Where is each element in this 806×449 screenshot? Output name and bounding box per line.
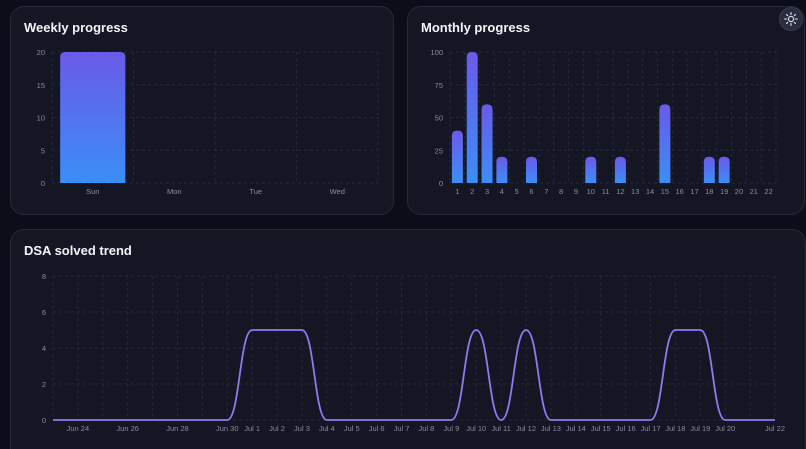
- monthly-progress-title: Monthly progress: [421, 20, 531, 35]
- trend-y-tick-label: 0: [42, 416, 46, 425]
- dsa-trend-chart: 0 2 4 6 8 Jun 24 Jun 26 Jun 28 Jun 30 Jul 1 Jul 2 J…: [42, 272, 785, 433]
- sun-icon: [784, 12, 798, 26]
- monthly-bar[interactable]: [585, 156, 597, 183]
- monthly-x-tick-label: 3: [485, 187, 489, 196]
- weekly-progress-title: Weekly progress: [24, 20, 128, 35]
- weekly-x-tick-label: Sun: [86, 187, 99, 196]
- monthly-bar[interactable]: [703, 156, 715, 183]
- weekly-x-tick-label: Mon: [167, 187, 182, 196]
- weekly-y-tick-label: 5: [41, 146, 45, 155]
- dsa-trend-card: DSA solved trend 0 2 4 6 8 Jun 24 Jun 26 Jun 28…: [10, 229, 806, 449]
- weekly-x-tick-label: Wed: [330, 187, 345, 196]
- weekly-y-tick-label: 10: [37, 114, 45, 123]
- trend-series-line[interactable]: [52, 329, 775, 421]
- monthly-y-tick-label: 50: [435, 114, 443, 123]
- monthly-x-tick-label: 11: [602, 187, 610, 196]
- trend-x-tick-label: Jul 17: [641, 424, 661, 433]
- dsa-trend-title: DSA solved trend: [24, 243, 132, 258]
- monthly-y-tick-label: 100: [430, 48, 443, 57]
- monthly-x-tick-label: 16: [676, 187, 684, 196]
- monthly-x-tick-label: 7: [544, 187, 548, 196]
- monthly-x-tick-label: 6: [529, 187, 533, 196]
- trend-x-tick-label: Jul 18: [665, 424, 685, 433]
- monthly-bar[interactable]: [659, 104, 671, 183]
- monthly-x-tick-label: 17: [690, 187, 698, 196]
- monthly-progress-card: Monthly progress 0 25 50 75 100 1 2 3 4 5 6 7 8 9 10 11…: [407, 6, 805, 215]
- trend-y-tick-label: 8: [42, 272, 46, 281]
- theme-toggle-button[interactable]: [779, 7, 803, 31]
- trend-x-tick-label: Jun 30: [216, 424, 239, 433]
- trend-x-tick-label: Jul 7: [394, 424, 410, 433]
- monthly-bar[interactable]: [614, 156, 626, 183]
- monthly-y-tick-label: 25: [435, 146, 443, 155]
- monthly-x-tick-label: 8: [559, 187, 563, 196]
- monthly-bar[interactable]: [481, 104, 493, 183]
- monthly-x-tick-label: 4: [500, 187, 504, 196]
- trend-x-tick-label: Jul 9: [443, 424, 459, 433]
- monthly-y-tick-label: 0: [439, 179, 443, 188]
- monthly-bar[interactable]: [496, 156, 508, 183]
- trend-x-tick-label: Jul 3: [294, 424, 310, 433]
- trend-x-tick-label: Jun 26: [116, 424, 139, 433]
- monthly-x-tick-label: 10: [587, 187, 595, 196]
- monthly-x-tick-label: 2: [470, 187, 474, 196]
- monthly-x-tick-label: 22: [764, 187, 772, 196]
- weekly-y-tick-label: 0: [41, 179, 45, 188]
- trend-x-tick-label: Jul 10: [466, 424, 486, 433]
- weekly-y-tick-label: 15: [37, 81, 45, 90]
- monthly-x-tick-label: 18: [705, 187, 713, 196]
- monthly-x-tick-label: 21: [750, 187, 758, 196]
- weekly-y-tick-label: 20: [37, 48, 45, 57]
- trend-x-tick-label: Jul 2: [269, 424, 285, 433]
- trend-x-tick-label: Jul 15: [591, 424, 611, 433]
- monthly-y-tick-label: 75: [435, 81, 443, 90]
- trend-x-tick-label: Jun 28: [166, 424, 189, 433]
- trend-y-tick-label: 2: [42, 380, 46, 389]
- trend-y-tick-label: 4: [42, 344, 46, 353]
- trend-x-tick-label: Jul 4: [319, 424, 335, 433]
- trend-x-tick-label: Jul 13: [541, 424, 561, 433]
- monthly-x-tick-label: 14: [646, 187, 654, 196]
- trend-x-tick-label: Jul 22: [765, 424, 785, 433]
- monthly-x-tick-label: 19: [720, 187, 728, 196]
- weekly-bar[interactable]: [60, 52, 126, 183]
- trend-x-tick-label: Jul 14: [566, 424, 586, 433]
- weekly-progress-chart: 0 5 10 15 20 Sun Mon Tue Wed: [37, 48, 379, 196]
- monthly-x-tick-label: 1: [455, 187, 459, 196]
- monthly-x-tick-label: 9: [574, 187, 578, 196]
- monthly-x-tick-label: 20: [735, 187, 743, 196]
- trend-x-tick-label: Jul 20: [715, 424, 735, 433]
- trend-x-tick-label: Jun 24: [67, 424, 90, 433]
- monthly-x-tick-label: 12: [616, 187, 624, 196]
- trend-y-tick-label: 6: [42, 308, 46, 317]
- weekly-progress-card: Weekly progress 0 5 10 15 20 Sun Mon Tue Wed: [10, 6, 394, 215]
- trend-x-tick-label: Jul 6: [369, 424, 385, 433]
- monthly-x-tick-label: 15: [661, 187, 669, 196]
- weekly-x-tick-label: Tue: [249, 187, 262, 196]
- trend-x-tick-label: Jul 16: [616, 424, 636, 433]
- monthly-bar[interactable]: [526, 156, 537, 183]
- monthly-bar[interactable]: [718, 156, 730, 183]
- trend-x-tick-label: Jul 8: [419, 424, 435, 433]
- monthly-bar[interactable]: [451, 130, 463, 183]
- trend-x-tick-label: Jul 12: [516, 424, 536, 433]
- trend-x-tick-label: Jul 11: [491, 424, 510, 433]
- trend-x-tick-label: Jul 19: [690, 424, 710, 433]
- monthly-bar[interactable]: [466, 52, 478, 183]
- monthly-x-tick-label: 13: [631, 187, 639, 196]
- trend-x-tick-label: Jul 5: [344, 424, 360, 433]
- trend-x-tick-label: Jul 1: [244, 424, 260, 433]
- monthly-x-tick-label: 5: [515, 187, 519, 196]
